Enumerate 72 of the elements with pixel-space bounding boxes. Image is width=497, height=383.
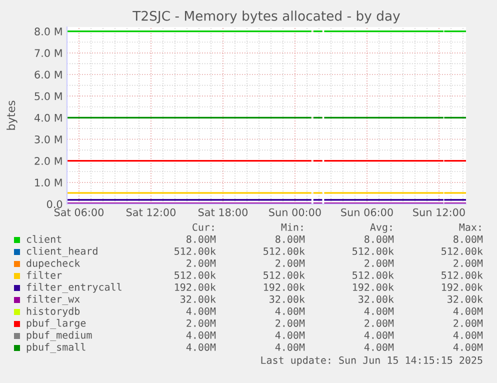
y-tick-label: 0.0 <box>46 200 62 208</box>
text: 2.00M <box>454 319 483 327</box>
text: 4.00M <box>186 307 216 315</box>
text: 2.00M <box>364 319 394 327</box>
legend-label: filter_wx <box>26 294 80 306</box>
legend-label: pbuf_large <box>26 318 86 330</box>
text: 4.00M <box>186 331 216 339</box>
text: Min: <box>281 223 303 231</box>
text: 4.00M <box>275 343 305 351</box>
legend-label: dupecheck <box>26 259 80 269</box>
text: 4.00M <box>453 307 483 315</box>
text: 192.00k <box>442 283 483 291</box>
text: Avg: <box>370 223 392 233</box>
legend-label: client <box>26 235 62 243</box>
y-tick-label: 5.0 M <box>34 92 62 100</box>
text: 2.00M <box>276 259 305 267</box>
text: 32.00k <box>270 295 305 303</box>
text: 8.00M <box>454 235 483 243</box>
text: Last update: Sun Jun 15 14:15:15 2025 <box>261 356 482 366</box>
text: 8.00M <box>364 235 394 243</box>
text: 2.00M <box>364 259 394 267</box>
x-tick-label: Sat 12:00 <box>126 208 176 216</box>
y-tick-label: 1.0 M <box>35 178 62 187</box>
text: 4.00M <box>186 343 216 351</box>
text: 512.00k <box>352 247 394 255</box>
text: 2.00M <box>186 319 216 327</box>
text: 32.00k <box>180 295 216 303</box>
text: 512.00k <box>264 271 305 279</box>
x-tick-label: Sat 06:00 <box>54 208 104 216</box>
text: 4.00M <box>364 343 394 351</box>
text: 512.00k <box>264 247 305 255</box>
legend-label: pbuf_small <box>26 342 86 354</box>
text: 4.00M <box>453 331 483 339</box>
text: 192.00k <box>264 283 305 291</box>
text: 2.00M <box>276 319 305 327</box>
chart-title: T2SJC - Memory bytes allocated - by day <box>132 10 400 24</box>
text: Cur: <box>192 223 214 231</box>
y-tick-label: 8.0 M <box>34 28 62 36</box>
text: 512.00k <box>442 271 483 279</box>
y-tick-label: 4.0 M <box>34 114 62 122</box>
text: 32.00k <box>448 295 483 303</box>
text: 2.00M <box>186 259 216 267</box>
text: 8.00M <box>186 235 216 243</box>
text: 4.00M <box>275 331 305 339</box>
legend-label: pbuf_medium <box>26 331 92 341</box>
text: 512.00k <box>442 247 483 255</box>
x-tick-label: Sat 18:00 <box>198 208 248 216</box>
y-tick-label: 3.0 M <box>34 135 62 144</box>
y-tick-label: 7.0 M <box>34 49 62 58</box>
text: Max: <box>459 223 481 231</box>
text: 32.00k <box>358 295 394 303</box>
text: 4.00M <box>453 343 483 351</box>
y-axis-title: bytes <box>6 100 18 130</box>
text: 192.00k <box>353 283 394 291</box>
text: 2.00M <box>454 259 483 267</box>
y-tick-label: 6.0 M <box>34 70 62 79</box>
legend-label: filter_entrycall <box>26 282 122 294</box>
text: 512.00k <box>174 271 216 279</box>
legend-label: historydb <box>26 307 80 317</box>
x-tick-label: Sun 06:00 <box>341 208 393 216</box>
text: 192.00k <box>175 283 216 291</box>
text: 4.00M <box>364 307 394 315</box>
legend-label: client_heard <box>26 246 98 258</box>
x-tick-label: Sun 12:00 <box>413 208 465 216</box>
y-tick-label: 2.0 M <box>34 157 62 165</box>
text: 4.00M <box>364 331 394 339</box>
x-tick-label: Sun 00:00 <box>269 208 321 216</box>
text: 512.00k <box>174 247 216 255</box>
legend-label: filter <box>26 271 62 279</box>
text: 512.00k <box>352 271 394 279</box>
text: 8.00M <box>276 235 305 243</box>
text: 4.00M <box>275 307 305 315</box>
